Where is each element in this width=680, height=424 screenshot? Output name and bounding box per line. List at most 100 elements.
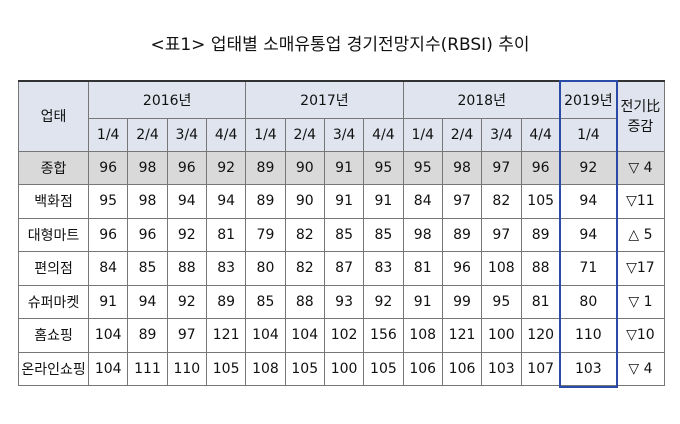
value-cell: 120 — [520, 318, 561, 353]
row-label: 백화점 — [17, 184, 90, 219]
value-cell: 94 — [127, 284, 168, 319]
quarter-header: 2/4 — [127, 117, 168, 152]
value-cell: 106 — [402, 351, 443, 386]
header-row: 업태 2016년 2017년 2018년 2019년 전기比 증감 — [17, 80, 666, 152]
quarter-header: 3/4 — [323, 117, 365, 152]
row-label: 온라인쇼핑 — [17, 351, 90, 386]
value-cell: 88 — [520, 251, 561, 286]
data-row: 온라인쇼핑 104 111 110 105 108 105 100 105 106 106 103 10… — [17, 351, 666, 386]
value-cell: 105 — [205, 351, 247, 386]
value-cell: 89 — [245, 184, 286, 219]
data-row: 대형마트 96 96 92 81 79 82 85 85 98 89 97 89 94 △ 5 — [17, 217, 666, 252]
value-cell: 83 — [205, 251, 247, 286]
change-cell: △ 5 — [615, 217, 666, 252]
value-cell: 95 — [88, 184, 129, 219]
year-header: 2016년 — [88, 80, 247, 119]
row-label: 대형마트 — [17, 217, 90, 252]
value-cell: 105 — [363, 351, 404, 386]
header-row: 1/4 2/4 3/4 4/4 1/4 2/4 3/4 4/4 1/4 2/4 3/4 4/4 1/4 — [19, 117, 665, 152]
value-cell: 89 — [127, 318, 168, 353]
value-cell: 91 — [402, 284, 443, 319]
value-cell: 97 — [166, 318, 207, 353]
value-cell: 90 — [284, 150, 325, 185]
value-cell: 79 — [245, 217, 286, 252]
value-cell: 105 — [520, 184, 561, 219]
current-cell: 94 — [559, 184, 617, 219]
quarter-header: 1/4 — [88, 117, 129, 152]
change-cell: ▽ 1 — [615, 284, 666, 319]
value-cell: 110 — [166, 351, 207, 386]
value-cell: 93 — [323, 284, 365, 319]
value-cell: 91 — [363, 184, 404, 219]
table-title: <표1> 업태별 소매유통업 경기전망지수(RBSI) 추이 — [150, 35, 530, 55]
change-cell: ▽11 — [615, 184, 666, 219]
data-row: 백화점 95 98 94 94 89 90 91 91 84 97 82 105 94 ▽11 — [17, 184, 666, 219]
value-cell: 89 — [205, 284, 247, 319]
value-cell: 121 — [441, 318, 483, 353]
value-cell: 96 — [441, 251, 483, 286]
change-cell: ▽10 — [615, 318, 666, 353]
value-cell: 104 — [284, 318, 325, 353]
value-cell: 84 — [402, 184, 443, 219]
value-cell: 92 — [166, 217, 207, 252]
value-cell: 96 — [88, 150, 129, 185]
value-cell: 104 — [88, 351, 129, 386]
value-cell: 104 — [88, 318, 129, 353]
change-header-line: 전기比 — [620, 99, 661, 116]
year-header: 2017년 — [245, 80, 404, 119]
value-cell: 97 — [441, 184, 483, 219]
value-cell: 89 — [441, 217, 483, 252]
quarter-header: 1/4 — [245, 117, 286, 152]
value-cell: 92 — [205, 150, 247, 185]
value-cell: 94 — [166, 184, 207, 219]
value-cell: 83 — [363, 251, 404, 286]
value-cell: 89 — [245, 150, 286, 185]
value-cell: 85 — [127, 251, 168, 286]
value-cell: 96 — [127, 217, 168, 252]
current-cell: 103 — [559, 351, 617, 386]
value-cell: 82 — [284, 217, 325, 252]
value-cell: 91 — [88, 284, 129, 319]
current-cell: 110 — [559, 318, 617, 353]
value-cell: 105 — [284, 351, 325, 386]
value-cell: 81 — [402, 251, 443, 286]
value-cell: 108 — [402, 318, 443, 353]
value-cell: 85 — [323, 217, 365, 252]
year-header: 2018년 — [402, 80, 561, 119]
value-cell: 82 — [481, 184, 522, 219]
current-cell: 80 — [559, 284, 617, 319]
current-cell: 92 — [559, 150, 617, 185]
value-cell: 99 — [441, 284, 483, 319]
value-cell: 88 — [284, 284, 325, 319]
value-cell: 80 — [245, 251, 286, 286]
value-cell: 96 — [520, 150, 561, 185]
change-header-line: 증감 — [627, 119, 654, 136]
data-row: 편의점 84 85 88 83 80 82 87 83 81 96 108 88 71 ▽17 — [17, 251, 666, 286]
value-cell: 100 — [323, 351, 365, 386]
value-cell: 81 — [520, 284, 561, 319]
value-cell: 92 — [166, 284, 207, 319]
value-cell: 98 — [127, 150, 168, 185]
value-cell: 81 — [205, 217, 247, 252]
value-cell: 89 — [520, 217, 561, 252]
value-cell: 121 — [205, 318, 247, 353]
value-cell: 84 — [88, 251, 129, 286]
value-cell: 102 — [323, 318, 365, 353]
value-cell: 108 — [481, 251, 522, 286]
value-cell: 87 — [323, 251, 365, 286]
change-cell: ▽ 4 — [615, 351, 666, 386]
quarter-header: 2/4 — [284, 117, 325, 152]
value-cell: 111 — [127, 351, 168, 386]
value-cell: 88 — [166, 251, 207, 286]
value-cell: 96 — [88, 217, 129, 252]
quarter-header: 3/4 — [481, 117, 522, 152]
row-label: 슈퍼마켓 — [17, 284, 90, 319]
quarter-header: 4/4 — [520, 117, 561, 152]
value-cell: 97 — [481, 150, 522, 185]
data-row: 슈퍼마켓 91 94 92 89 85 88 93 92 91 99 95 81 80 ▽ 1 — [17, 284, 666, 319]
quarter-header: 4/4 — [363, 117, 404, 152]
value-cell: 98 — [402, 217, 443, 252]
quarter-header: 4/4 — [205, 117, 247, 152]
quarter-header: 1/4 — [559, 117, 617, 152]
